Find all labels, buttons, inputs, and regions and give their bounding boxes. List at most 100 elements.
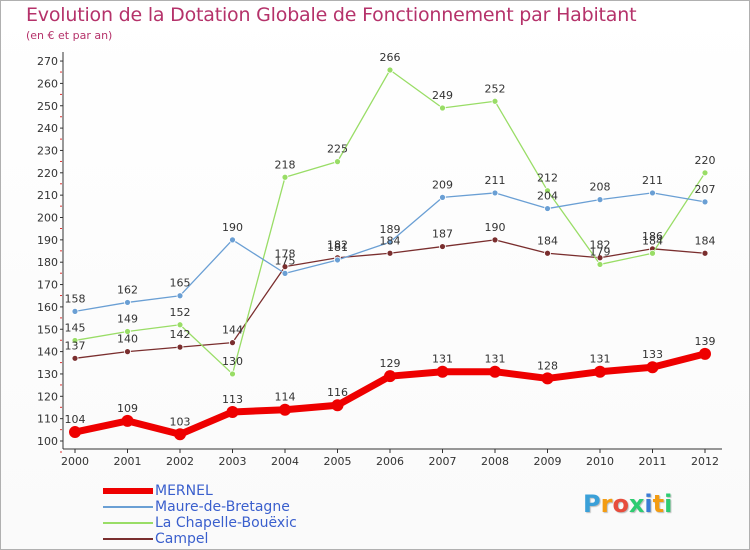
data-point	[439, 193, 446, 201]
data-point	[544, 205, 551, 212]
data-label: 249	[432, 89, 453, 102]
data-label: 128	[537, 359, 558, 372]
logo-letter: r	[600, 490, 613, 518]
data-label: 211	[642, 174, 663, 187]
y-tick-label: 110	[37, 413, 58, 426]
chart-title: Evolution de la Dotation Globale de Fonc…	[26, 4, 637, 26]
legend-label: La Chapelle-Bouëxic	[155, 515, 297, 531]
data-label: 190	[222, 221, 243, 234]
data-label: 212	[537, 172, 558, 185]
legend-swatch	[103, 506, 153, 508]
y-tick-label: 190	[37, 234, 58, 247]
data-label: 218	[275, 158, 296, 171]
legend-swatch	[103, 522, 153, 524]
y-tick-label: 230	[37, 144, 58, 157]
y-tick-label: 240	[37, 122, 58, 135]
data-label: 220	[695, 154, 716, 167]
data-point	[281, 269, 289, 277]
data-label: 184	[642, 234, 663, 247]
data-point	[596, 254, 604, 262]
data-label: 142	[170, 328, 191, 341]
data-label: 182	[327, 239, 348, 252]
data-point	[334, 256, 341, 264]
data-label: 179	[590, 245, 611, 258]
data-point	[334, 158, 341, 166]
data-point	[649, 189, 656, 197]
data-label: 208	[590, 181, 611, 194]
data-point	[281, 173, 289, 181]
y-tick-label: 170	[37, 279, 58, 292]
logo-letter: o	[612, 490, 629, 518]
data-point	[229, 370, 236, 378]
data-label: 266	[380, 51, 401, 64]
chart-legend: MERNEL Maure-de-Bretagne La Chapelle-Bouëx…	[103, 483, 363, 547]
data-label: 190	[485, 221, 506, 234]
x-tick-label: 2012	[691, 455, 719, 468]
x-tick-label: 2010	[586, 455, 614, 468]
data-label: 145	[65, 321, 86, 334]
data-point	[121, 414, 134, 427]
x-tick-label: 2005	[324, 455, 352, 468]
data-point	[596, 261, 604, 268]
y-tick-label: 200	[37, 212, 58, 225]
x-tick-label: 2001	[114, 455, 142, 468]
legend-item: Campel	[103, 531, 363, 547]
data-label: 186	[642, 230, 663, 243]
data-point	[384, 370, 396, 383]
data-point	[594, 365, 606, 378]
data-label: 225	[327, 143, 348, 156]
data-point	[701, 249, 709, 257]
data-label: 144	[222, 324, 243, 337]
data-label: 162	[117, 283, 138, 296]
legend-label: Campel	[155, 531, 209, 547]
data-point	[699, 347, 711, 360]
data-label: 211	[485, 174, 506, 187]
data-point	[226, 405, 239, 418]
data-label: 133	[642, 348, 663, 361]
data-label: 207	[695, 183, 716, 196]
y-tick-label: 220	[37, 167, 58, 180]
logo-letter: x	[628, 490, 645, 518]
data-point	[491, 236, 499, 244]
legend-label: Maure-de-Bretagne	[155, 499, 290, 515]
data-label: 252	[485, 82, 506, 95]
data-point	[544, 249, 551, 257]
x-tick-label: 2002	[166, 455, 194, 468]
data-point	[386, 238, 394, 246]
data-label: 158	[65, 292, 86, 305]
data-point	[176, 321, 184, 329]
data-label: 139	[695, 335, 716, 348]
data-point	[281, 263, 289, 271]
y-tick-label: 100	[37, 435, 58, 448]
y-tick-label: 250	[37, 100, 58, 113]
y-tick-label: 120	[37, 390, 58, 403]
legend-item: La Chapelle-Bouëxic	[103, 515, 363, 531]
data-label: 116	[327, 386, 348, 399]
data-label: 184	[537, 234, 558, 247]
data-point	[649, 249, 656, 257]
x-tick-label: 2009	[534, 455, 562, 468]
data-label: 129	[380, 357, 401, 370]
data-label: 189	[380, 223, 401, 236]
data-point	[701, 198, 709, 206]
data-point	[124, 328, 131, 335]
data-label: 175	[275, 254, 296, 267]
data-label: 140	[117, 333, 138, 346]
data-point	[541, 372, 554, 385]
x-tick-label: 2008	[481, 455, 509, 468]
legend-label: MERNEL	[155, 483, 213, 499]
x-tick-label: 2011	[639, 455, 667, 468]
legend-swatch	[103, 488, 153, 494]
data-point	[436, 365, 449, 378]
data-label: 165	[170, 277, 191, 290]
y-tick-label: 140	[37, 346, 58, 359]
data-point	[229, 339, 236, 347]
chart-subtitle: (en € et par an)	[26, 29, 113, 42]
data-label: 181	[327, 241, 348, 254]
data-label: 187	[432, 228, 453, 241]
logo-letter: i	[664, 490, 673, 518]
data-label: 114	[275, 391, 296, 404]
y-tick-label: 260	[37, 77, 58, 90]
